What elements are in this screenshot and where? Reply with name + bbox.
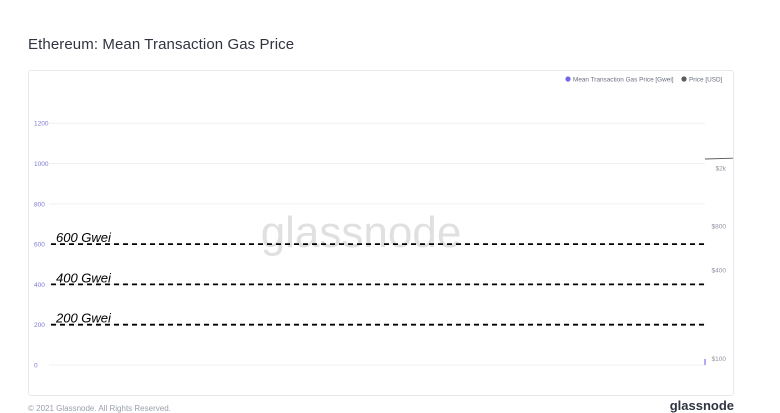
chart-card: glassnode 600 Gwei 400 Gwei 200 Gwei 0 200 4…: [28, 70, 734, 396]
threshold-label-200: 200 Gwei: [55, 311, 112, 326]
price-line: [704, 157, 733, 160]
left-tick-1000: 1000: [34, 161, 49, 168]
threshold-label-600: 600 Gwei: [56, 230, 112, 245]
left-tick-200: 200: [34, 322, 45, 329]
gas-price-series: [704, 358, 706, 365]
left-tick-1200: 1200: [34, 121, 49, 128]
chart-canvas[interactable]: glassnode 600 Gwei 400 Gwei 200 Gwei 0 200 4…: [29, 71, 733, 395]
threshold-annotations: 600 Gwei 400 Gwei 200 Gwei: [51, 230, 707, 326]
legend-gas-swatch: [565, 76, 571, 82]
left-tick-800: 800: [34, 201, 45, 208]
right-tick-400: $400: [712, 268, 727, 275]
left-y-axis: 0 200 400 600 800 1000 1200: [34, 121, 49, 370]
page-title: Ethereum: Mean Transaction Gas Price: [28, 36, 295, 53]
legend-price-label[interactable]: Price [USD]: [689, 77, 723, 84]
right-y-axis: $100 $400 $800 $2k: [712, 165, 727, 362]
left-tick-600: 600: [34, 242, 45, 249]
legend-gas-label[interactable]: Mean Transaction Gas Price [Gwei]: [573, 77, 674, 84]
legend[interactable]: Mean Transaction Gas Price [Gwei] Price …: [565, 76, 723, 84]
right-tick-800: $800: [712, 224, 727, 231]
legend-price-swatch: [681, 76, 687, 82]
right-tick-100: $100: [712, 356, 727, 363]
threshold-label-400: 400 Gwei: [56, 270, 112, 285]
watermark: glassnode: [261, 208, 462, 257]
price-series: [704, 157, 733, 160]
right-tick-2000: $2k: [716, 165, 727, 172]
footer-logo: glassnode: [669, 398, 734, 413]
left-tick-400: 400: [34, 282, 45, 289]
left-tick-0: 0: [34, 363, 38, 370]
copyright-notice: © 2021 Glassnode. All Rights Reserved.: [28, 404, 171, 413]
